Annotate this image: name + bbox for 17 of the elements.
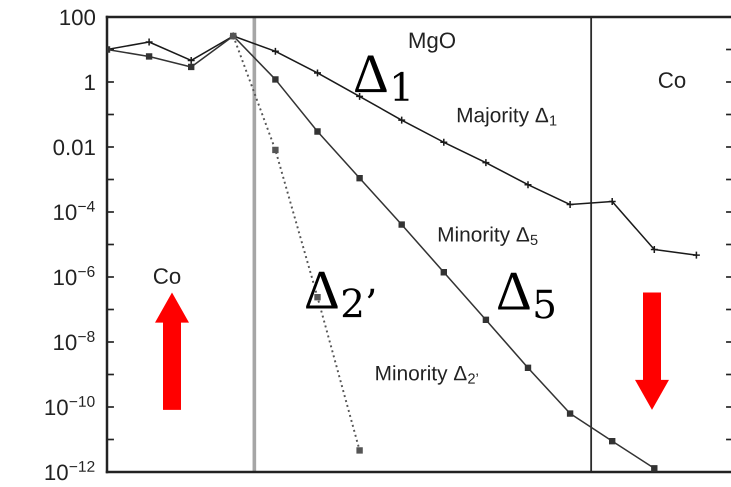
annotation: Δ$_{5}$ — [498, 272, 554, 319]
y-tick-label: 10$^{−8}$ — [54, 330, 95, 350]
y-tick-label: 10$^{−6}$ — [54, 266, 95, 286]
y-tick-label: 1 — [85, 74, 95, 90]
series-label: Minority Δ$_{5}$ — [438, 226, 538, 246]
y-tick-label: 10$^{−12}$ — [46, 460, 94, 480]
annotation: Δ$_{2’}$ — [306, 272, 374, 318]
y-tick-label: 0.01 — [54, 140, 95, 156]
y-tick-label: 10$^{−10}$ — [46, 396, 95, 416]
annotation: Δ$_{1}$ — [355, 55, 408, 101]
y-tick-label: 10$^{−4}$ — [54, 200, 95, 220]
y-tick-label: 100 — [60, 10, 96, 26]
annotation: Co — [658, 72, 686, 88]
annotation: Co — [154, 268, 180, 284]
series-label: Minority Δ$_{2’}$ — [376, 365, 478, 385]
annotation: MgO — [410, 32, 456, 53]
series-label: Majority Δ$_{1}$ — [458, 107, 556, 127]
